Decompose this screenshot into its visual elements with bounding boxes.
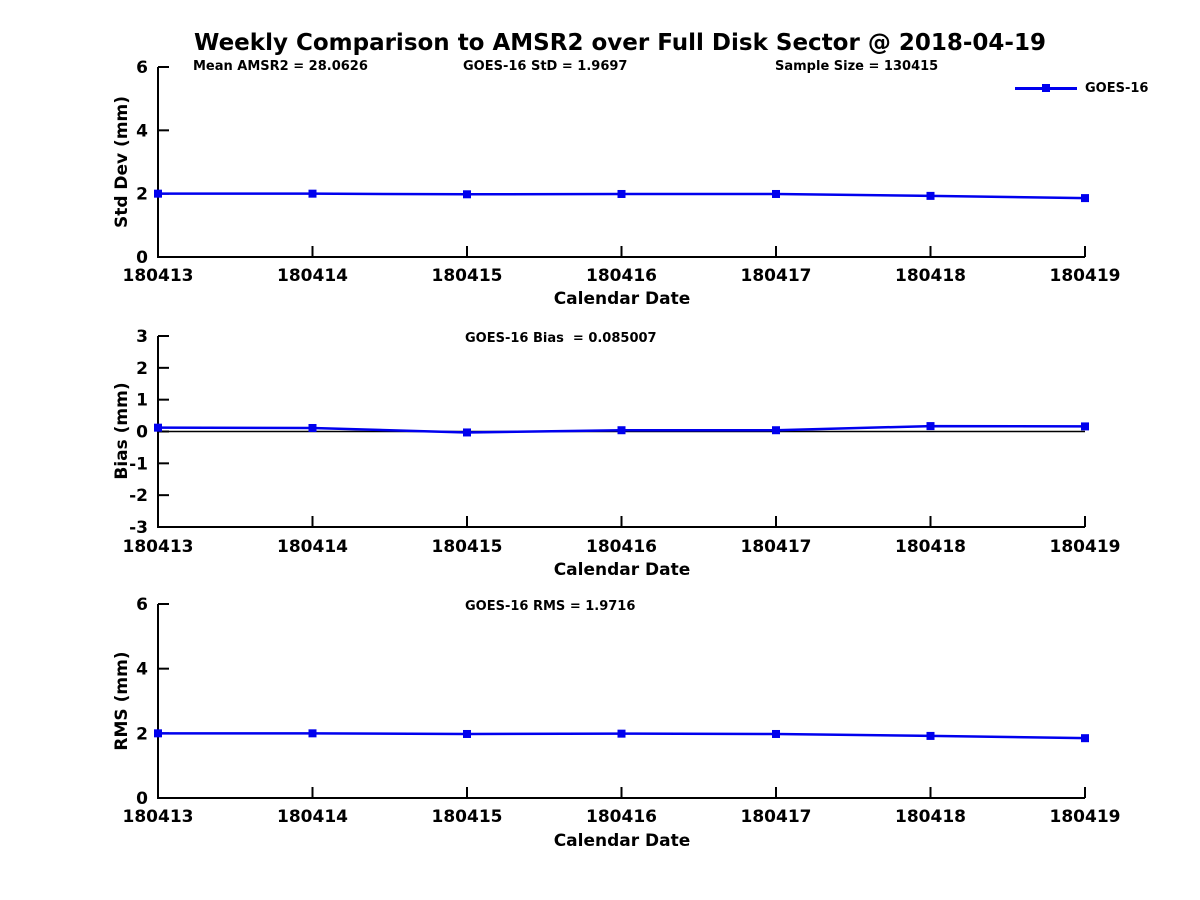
x-tick-label: 180413 [123, 537, 194, 557]
data-point-marker [308, 189, 317, 198]
legend-label: GOES-16 [1085, 81, 1149, 96]
data-point-marker [1081, 734, 1089, 743]
xlabel-calendar-date-2: Calendar Date [553, 560, 691, 580]
data-point-marker [617, 729, 626, 738]
x-tick-label: 180417 [741, 807, 812, 827]
ylabel-bias: Bias (mm) [112, 382, 132, 480]
x-tick-label: 180417 [741, 266, 812, 286]
stat-goes16-std: GOES-16 StD = 1.9697 [463, 59, 628, 74]
data-point-marker [926, 422, 935, 431]
legend-line-sample [1015, 84, 1077, 92]
y-tick-label: 2 [136, 185, 148, 205]
x-tick-label: 180416 [586, 537, 657, 557]
data-point-marker [926, 731, 935, 740]
x-tick-label: 180414 [277, 266, 348, 286]
ylabel-rms: RMS (mm) [112, 651, 132, 751]
y-tick-label: 1 [136, 391, 148, 411]
y-tick-label: 0 [136, 248, 148, 268]
x-tick-label: 180417 [741, 537, 812, 557]
y-tick-label: 6 [136, 595, 148, 615]
y-tick-label: 4 [136, 660, 148, 680]
data-point-marker [463, 428, 471, 437]
y-tick-label: -3 [129, 518, 148, 538]
data-point-marker [308, 729, 317, 738]
data-point-marker [308, 423, 317, 432]
x-tick-label: 180418 [895, 266, 966, 286]
data-point-marker [463, 729, 471, 738]
x-tick-label: 180415 [432, 807, 503, 827]
y-tick-label: 2 [136, 359, 148, 379]
x-tick-label: 180414 [277, 537, 348, 557]
legend: GOES-16 [1015, 81, 1148, 96]
x-tick-label: 180413 [123, 807, 194, 827]
y-tick-label: 6 [136, 58, 148, 78]
stat-goes16-rms: GOES-16 RMS = 1.9716 [465, 599, 636, 614]
x-tick-label: 180419 [1050, 807, 1121, 827]
x-tick-label: 180415 [432, 537, 503, 557]
stat-goes16-bias: GOES-16 Bias = 0.085007 [465, 331, 657, 346]
x-tick-label: 180419 [1050, 266, 1121, 286]
x-tick-label: 180416 [586, 266, 657, 286]
data-point-marker [617, 426, 626, 435]
x-tick-label: 180413 [123, 266, 194, 286]
data-point-marker [154, 189, 162, 198]
y-tick-label: 4 [136, 121, 148, 141]
data-point-marker [772, 189, 780, 198]
x-tick-label: 180414 [277, 807, 348, 827]
data-point-marker [154, 729, 162, 738]
xlabel-calendar-date-3: Calendar Date [553, 831, 691, 851]
y-tick-label: 3 [136, 327, 148, 347]
data-point-marker [617, 189, 626, 198]
x-tick-label: 180419 [1050, 537, 1121, 557]
stat-sample-size: Sample Size = 130415 [775, 59, 939, 74]
data-point-marker [1081, 422, 1089, 431]
x-tick-label: 180416 [586, 807, 657, 827]
y-tick-label: 0 [136, 423, 148, 443]
y-tick-label: -2 [129, 486, 148, 506]
stat-mean-amsr2: Mean AMSR2 = 28.0626 [193, 59, 368, 74]
x-tick-label: 180418 [895, 537, 966, 557]
data-point-marker [926, 191, 935, 200]
data-point-marker [154, 423, 162, 432]
x-tick-label: 180418 [895, 807, 966, 827]
ylabel-std-dev: Std Dev (mm) [112, 95, 132, 229]
data-point-marker [1081, 194, 1089, 203]
y-tick-label: 0 [136, 789, 148, 809]
xlabel-calendar-date-1: Calendar Date [553, 289, 691, 309]
y-tick-label: -1 [129, 454, 148, 474]
data-point-marker [772, 729, 780, 738]
data-point-marker [772, 426, 780, 435]
x-tick-label: 180415 [432, 266, 503, 286]
y-tick-label: 2 [136, 724, 148, 744]
legend-square-marker-icon [1042, 84, 1050, 92]
data-point-marker [463, 190, 471, 199]
figure-title: Weekly Comparison to AMSR2 over Full Dis… [194, 30, 1046, 56]
